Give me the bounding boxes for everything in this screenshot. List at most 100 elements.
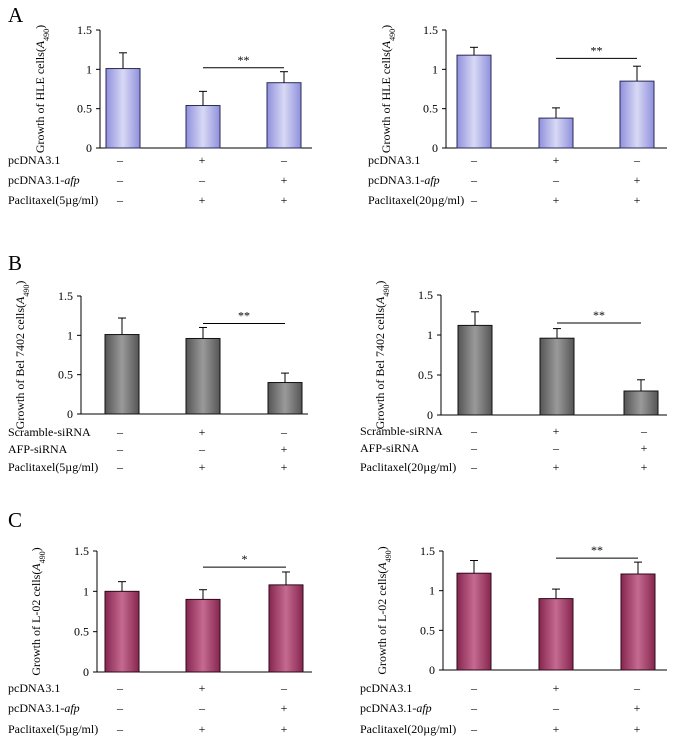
condition-sign: – [116,460,124,474]
condition-label: pcDNA3.1-afp [368,173,440,187]
y-tick-label: 0 [67,407,73,421]
condition-sign: – [116,701,124,715]
chart-a-right: 0 0.5 1 1.5 Growth of HLE cells(A490) ** pcDNA… [368,23,667,207]
condition-sign: – [470,153,478,167]
panel-label-b: B [8,251,22,275]
y-axis-label: Growth of HLE cells(A490) [33,25,51,153]
condition-sign: + [199,681,206,695]
condition-label: pcDNA3.1 [8,681,60,695]
y-axis-label: Growth of L-02 cells(A490) [29,547,47,675]
condition-sign: – [470,460,478,474]
condition-sign: + [199,425,206,439]
y-tick-label: 0.5 [58,368,73,382]
significance-marker: ** [593,308,605,322]
bar [104,334,140,415]
y-axis-label: Growth of L-02 cells(A490) [375,546,393,674]
condition-sign: + [199,153,206,167]
bar [457,324,493,416]
condition-sign: – [280,425,288,439]
condition-label: pcDNA3.1 [368,153,420,167]
condition-sign: + [199,460,206,474]
y-tick-label: 1 [432,62,438,76]
y-tick-label: 0 [427,408,433,422]
condition-sign: + [553,193,560,207]
bar [185,337,221,415]
condition-sign: – [552,173,560,187]
y-tick-label: 1.5 [74,544,89,558]
chart-b-right: 0 0.5 1 1.5 Growth of Bel 7402 cells(A490) **… [360,281,667,474]
condition-sign: + [281,701,288,715]
bar [185,105,221,149]
condition-sign: – [198,701,206,715]
bar [620,573,656,671]
condition-label: Paclitaxel(5µg/ml) [8,193,98,207]
condition-sign: – [116,173,124,187]
bar [267,382,303,415]
condition-label: Paclitaxel(20µg/ml) [360,460,456,474]
condition-sign: + [634,701,641,715]
y-axis-label: Growth of Bel 7402 cells(A490) [13,281,31,430]
y-tick-label: 1 [429,584,435,598]
condition-sign: + [281,442,288,456]
condition-sign: + [634,722,641,736]
condition-sign: – [116,425,124,439]
condition-sign: + [634,193,641,207]
y-tick-label: 0 [86,141,92,155]
bar [539,337,575,416]
condition-sign: – [198,173,206,187]
condition-sign: + [199,193,206,207]
y-tick-label: 0 [429,663,435,677]
chart-b-left: 0 0.5 1 1.5 Growth of Bel 7402 cells(A490) **… [8,281,308,474]
condition-sign: – [470,173,478,187]
significance-marker: ** [591,43,603,57]
condition-sign: – [116,722,124,736]
condition-sign: + [281,460,288,474]
y-tick-label: 0.5 [423,102,438,116]
condition-sign: – [116,681,124,695]
y-tick-label: 1 [86,62,92,76]
condition-sign: – [552,701,560,715]
condition-sign: – [470,722,478,736]
condition-sign: + [634,173,641,187]
condition-sign: + [281,173,288,187]
chart-a-left: 0 0.5 1 1.5 Growth of HLE cells(A490) ** pcDNA… [8,23,312,207]
condition-sign: – [280,681,288,695]
bar [538,598,574,671]
y-tick-label: 0.5 [418,368,433,382]
condition-sign: – [633,681,641,695]
y-axis-label: Growth of HLE cells(A490) [379,25,397,153]
condition-sign: – [116,153,124,167]
significance-marker: ** [591,543,603,557]
condition-label: Scramble-siRNA [8,425,91,439]
significance-marker: * [242,552,248,566]
bar [619,80,655,149]
y-tick-label: 0 [83,665,89,679]
bar [456,54,492,149]
bar [104,590,140,673]
condition-label: pcDNA3.1-afp [8,173,80,187]
condition-label: Paclitaxel(5µg/ml) [8,722,98,736]
y-tick-label: 1 [67,328,73,342]
bar [456,572,492,671]
condition-sign: – [552,441,560,455]
bar [623,390,659,416]
y-tick-label: 1.5 [423,23,438,37]
condition-sign: – [633,153,641,167]
significance-marker: ** [238,309,250,323]
y-tick-label: 1.5 [77,23,92,37]
y-tick-label: 0 [432,141,438,155]
condition-sign: + [553,460,560,474]
condition-sign: + [281,722,288,736]
condition-sign: – [470,193,478,207]
condition-sign: – [198,442,206,456]
y-tick-label: 1 [83,584,89,598]
bar [105,68,141,149]
condition-sign: + [553,681,560,695]
condition-sign: + [553,153,560,167]
bar [266,82,302,149]
condition-sign: – [470,701,478,715]
condition-label: AFP-siRNA [8,442,68,456]
y-axis-label: Growth of Bel 7402 cells(A490) [373,281,391,430]
significance-marker: ** [238,53,250,67]
charts-group: 0 0.5 1 1.5 Growth of HLE cells(A490) ** pcDNA… [8,23,667,736]
